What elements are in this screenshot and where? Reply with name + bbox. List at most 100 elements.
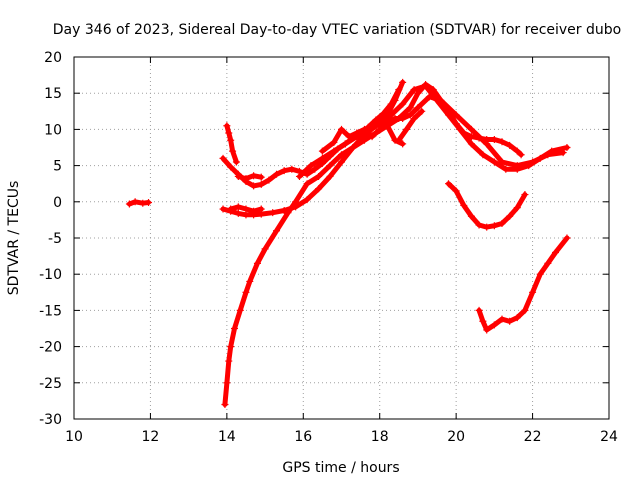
data-point [219,154,227,162]
data-point [483,326,491,334]
y-tick-label: -5 [48,231,62,247]
data-point [445,111,452,119]
data-point [360,125,368,133]
data-point [490,321,498,329]
data-point [280,206,288,214]
y-tick-label: 15 [44,86,62,102]
data-point [250,172,258,180]
data-point [479,317,487,325]
data-point [410,86,418,94]
data-point [376,125,384,133]
data-point [273,170,281,178]
data-point [227,136,235,144]
data-point [253,259,261,267]
data-point [406,111,414,119]
data-point [257,205,265,213]
data-point [223,122,231,130]
data-point [467,140,475,148]
data-point [410,115,418,123]
data-point [236,306,244,314]
data-point [349,144,357,151]
data-point [265,176,273,184]
series-line [446,181,528,230]
data-point [425,93,433,101]
data-point [517,151,525,159]
data-point [506,212,514,220]
series-track-12 [445,180,529,231]
data-point [513,147,521,155]
data-point [315,172,323,180]
data-point [559,149,567,157]
data-point [341,140,349,148]
data-point [227,163,235,171]
data-point [414,104,422,112]
data-point [563,144,571,151]
data-point [145,199,153,207]
data-point [418,107,426,115]
data-point [303,180,311,188]
data-point [223,379,231,387]
data-point [338,158,345,166]
data-point [490,136,498,144]
data-point [395,136,403,144]
data-point [234,203,242,211]
y-tick-label: -25 [39,376,62,392]
data-point [330,147,338,155]
data-point [257,173,265,181]
series-track-6 [227,203,265,215]
data-point [399,115,407,123]
series-track-11 [395,107,426,144]
data-point [506,317,514,325]
data-point [563,234,571,242]
data-point [338,125,345,133]
data-point [234,209,242,217]
data-point [460,201,468,209]
data-point [399,78,407,86]
data-point [315,185,323,193]
data-point [318,154,326,162]
data-point [380,109,388,117]
data-point [280,167,288,175]
data-point [402,125,410,133]
data-point [383,122,391,130]
y-tick-label: 20 [44,50,62,66]
series-track-5 [223,122,240,166]
series-line [220,87,402,189]
y-tick-label: 10 [44,122,62,138]
data-point [372,116,380,124]
x-axis-label: GPS time / hours [282,460,399,476]
data-point [139,199,147,207]
data-point [475,306,483,314]
data-point [387,100,395,108]
chart-title: Day 346 of 2023, Sidereal Day-to-day VTE… [53,22,621,38]
data-point [483,140,491,148]
y-tick-label: -20 [39,340,62,356]
x-tick-label: 24 [600,429,618,445]
data-point [273,227,281,235]
x-tick-label: 16 [294,429,312,445]
data-point [521,306,529,314]
data-point [326,162,334,170]
x-tick-label: 12 [142,429,160,445]
data-point [261,245,269,253]
data-point [513,314,521,322]
y-tick-label: 0 [53,195,62,211]
data-point [437,96,445,104]
data-point [295,172,303,180]
series-track-7 [234,172,265,183]
axis-ticks: 10 12 14 16 18 20 22 24 -30 -25 -20 -15 -10 -5 0 5 10 15 2… [39,50,618,445]
data-point [353,129,361,137]
series-line [220,79,406,218]
data-point [498,158,506,166]
data-point [225,129,233,137]
data-point [231,325,238,332]
data-point [242,175,250,183]
data-point [292,203,300,211]
x-tick-label: 18 [371,429,389,445]
data-point [125,200,133,208]
series-line [235,173,264,182]
data-point [544,259,552,267]
data-point [250,207,258,215]
series-track-1 [125,198,153,208]
